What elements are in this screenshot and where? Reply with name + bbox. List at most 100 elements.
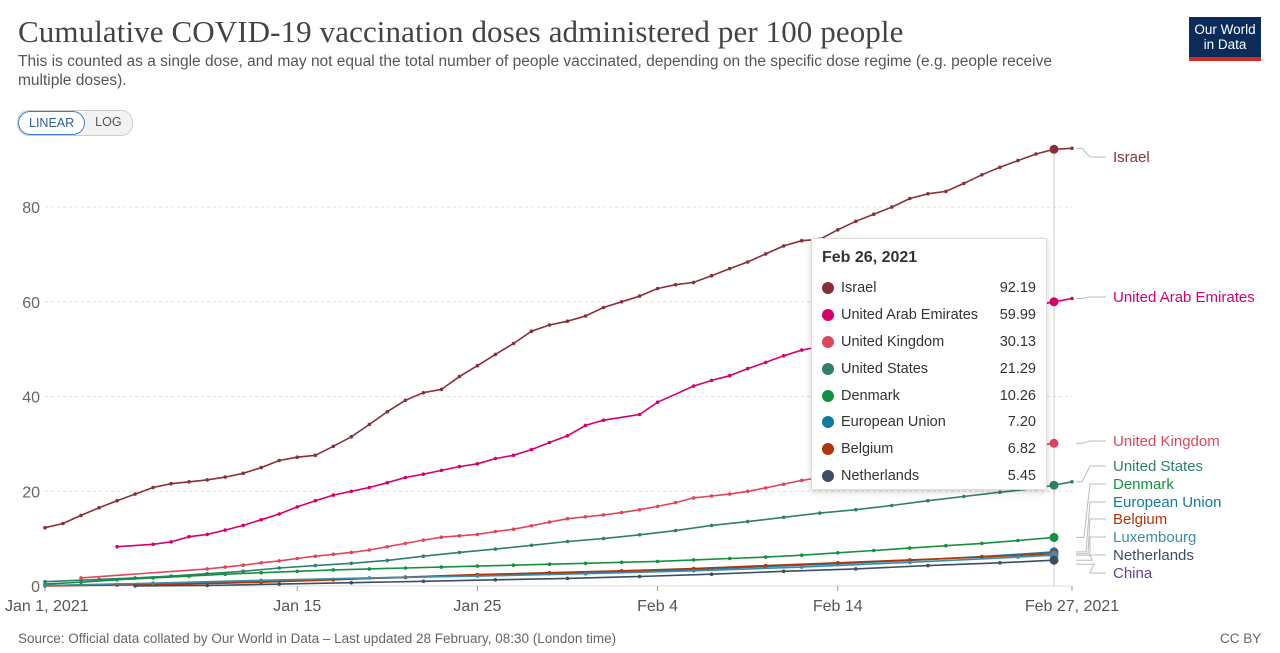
series-label[interactable]: United Arab Emirates: [1113, 289, 1255, 306]
linear-scale-button[interactable]: LINEAR: [18, 111, 86, 135]
tooltip-date: Feb 26, 2021: [822, 249, 918, 266]
series-united-arab-emirates[interactable]: [115, 296, 1074, 549]
data-point: [854, 219, 858, 224]
data-point: [619, 510, 624, 515]
series-label[interactable]: European Union: [1113, 494, 1221, 511]
data-point: [511, 527, 516, 531]
data-point: [511, 341, 516, 346]
data-point: [313, 554, 318, 558]
data-point: [565, 539, 570, 544]
series-label[interactable]: Denmark: [1113, 476, 1174, 493]
data-point: [998, 490, 1002, 495]
series-denmark[interactable]: [43, 532, 1059, 586]
data-point: [547, 440, 552, 445]
data-point: [980, 173, 984, 177]
data-point: [475, 532, 480, 537]
data-point: [331, 552, 336, 557]
data-point: [205, 567, 209, 571]
series-israel[interactable]: [43, 144, 1074, 530]
data-point: [980, 541, 984, 546]
data-point: [709, 572, 714, 576]
data-point: [367, 567, 372, 571]
data-point: [295, 455, 300, 460]
tooltip-series-name: Belgium: [841, 441, 894, 458]
data-point: [691, 280, 696, 285]
data-point: [385, 558, 390, 563]
data-point: [763, 486, 768, 490]
tooltip-series-value: 7.20: [1007, 414, 1036, 431]
log-scale-button[interactable]: LOG: [85, 111, 132, 135]
data-point: [908, 196, 912, 201]
data-point: [655, 286, 660, 291]
label-connector: [1076, 147, 1106, 158]
data-point: [998, 561, 1002, 565]
series-label[interactable]: Netherlands: [1113, 547, 1194, 564]
data-point: [403, 566, 408, 570]
data-point: [223, 528, 227, 532]
data-point: [781, 569, 786, 574]
source-note[interactable]: Source: Official data collated by Our Wo…: [18, 631, 617, 646]
data-point: [241, 523, 245, 528]
y-tick-label: 20: [22, 484, 40, 501]
data-point: [475, 462, 480, 466]
data-point: [583, 515, 588, 519]
series-united-states[interactable]: [43, 480, 1074, 584]
legend-dot-icon: [822, 335, 834, 348]
data-point: [1070, 296, 1074, 301]
series-label[interactable]: China: [1113, 565, 1153, 582]
series-label[interactable]: United Kingdom: [1113, 433, 1220, 450]
license-link[interactable]: CC BY: [1220, 631, 1262, 646]
data-point: [241, 569, 245, 574]
data-point: [457, 374, 462, 379]
data-point: [43, 525, 47, 530]
data-point: [205, 583, 209, 588]
data-point: [259, 578, 264, 583]
tooltip-series-name: Denmark: [841, 387, 900, 404]
data-point: [421, 579, 426, 584]
data-point: [745, 260, 750, 264]
series-line: [44, 551, 1055, 587]
series-label[interactable]: Israel: [1113, 149, 1150, 166]
tooltip-row: Netherlands 5.45: [822, 463, 1036, 490]
tooltip-series-value: 10.26: [999, 387, 1036, 404]
hover-point: [1049, 144, 1059, 154]
data-point: [385, 409, 390, 414]
legend-dot-icon: [822, 443, 834, 456]
label-connector: [1076, 296, 1106, 299]
data-point: [763, 563, 768, 568]
data-point: [763, 555, 768, 559]
series-label[interactable]: Belgium: [1113, 511, 1167, 528]
series-line: [135, 559, 1055, 587]
data-point: [655, 504, 660, 509]
owid-logo[interactable]: Our World in Data: [1189, 17, 1261, 61]
data-point: [727, 492, 732, 496]
legend-dot-icon: [822, 469, 834, 482]
data-point: [439, 565, 444, 569]
series-netherlands[interactable]: [133, 555, 1059, 588]
data-point: [421, 538, 426, 542]
tooltip-row: United Arab Emirates 59.99: [822, 302, 1036, 329]
data-point: [223, 572, 227, 576]
data-point: [601, 536, 606, 541]
hover-point: [1049, 297, 1059, 307]
data-point: [583, 314, 588, 318]
series-label[interactable]: United States: [1113, 458, 1203, 475]
data-point: [277, 559, 282, 563]
data-point: [295, 505, 300, 509]
label-connector: [1076, 501, 1106, 553]
tooltip-series-name: United States: [841, 360, 929, 377]
data-point: [277, 566, 282, 570]
data-point: [79, 576, 83, 580]
data-point: [151, 581, 155, 585]
data-point: [241, 471, 245, 476]
data-point: [962, 181, 966, 186]
data-point: [547, 520, 552, 524]
data-point: [691, 558, 696, 562]
tooltip-row: United States 21.29: [822, 355, 1036, 382]
data-point: [637, 412, 642, 417]
series-label[interactable]: Luxembourg: [1113, 529, 1196, 546]
label-connector: [1076, 563, 1106, 574]
series-united-kingdom[interactable]: [79, 438, 1059, 580]
data-point: [259, 570, 264, 575]
